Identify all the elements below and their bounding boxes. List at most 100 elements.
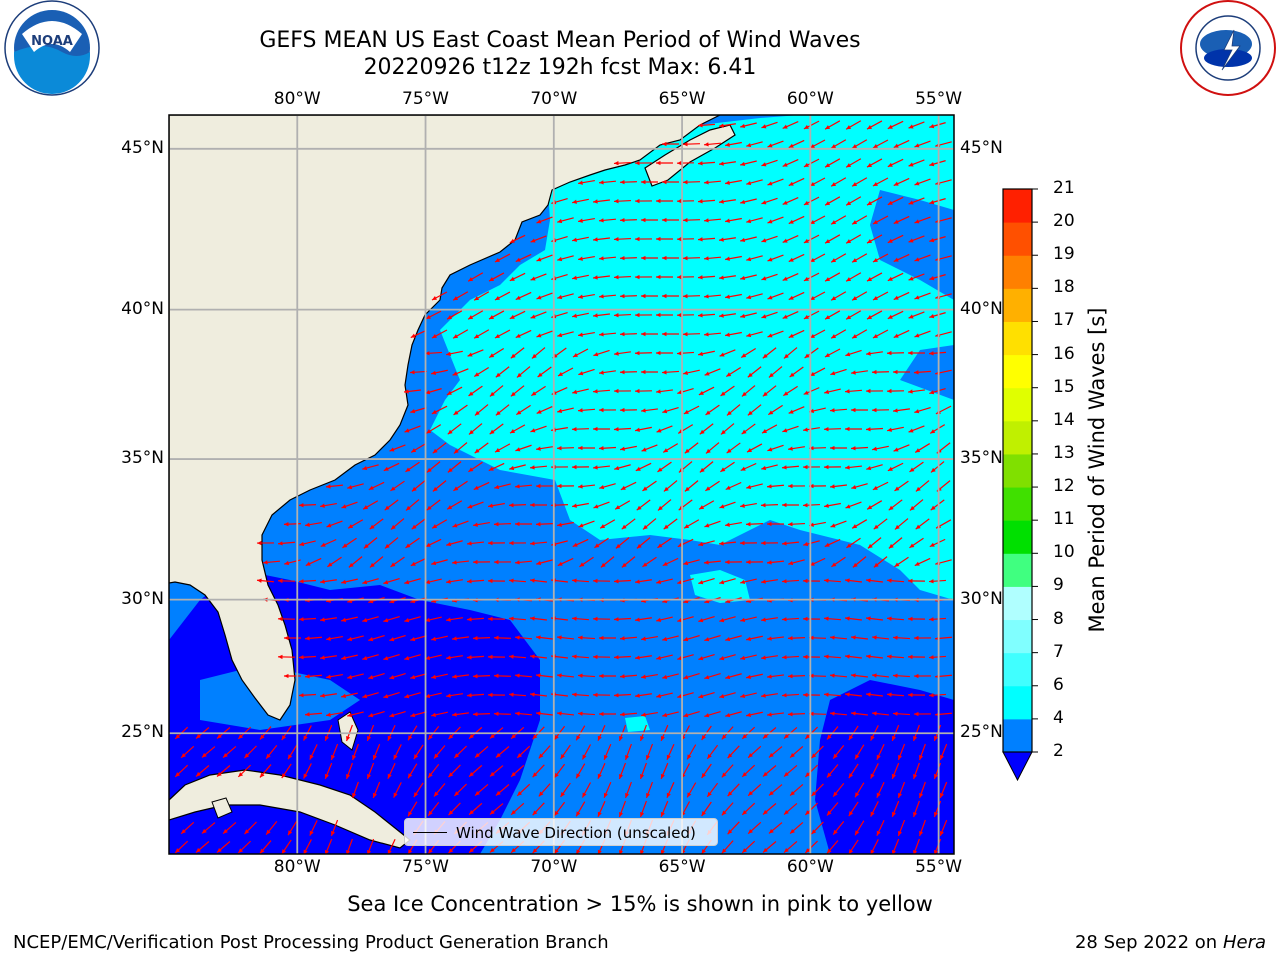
wave-direction-arrow (634, 693, 652, 698)
wave-direction-arrow (909, 461, 924, 473)
wave-direction-arrow (577, 217, 595, 223)
wave-direction-arrow (581, 744, 592, 760)
wave-direction-arrow (761, 159, 778, 167)
wave-direction-arrow (676, 274, 694, 280)
wave-direction-arrow (598, 673, 616, 679)
wave-direction-arrow (913, 635, 931, 641)
wave-direction-arrow (390, 480, 405, 492)
wave-direction-arrow (866, 500, 883, 510)
wave-direction-arrow (474, 784, 489, 796)
wave-direction-arrow (832, 820, 845, 836)
wave-direction-arrow (304, 636, 322, 641)
wave-direction-arrow (383, 577, 400, 585)
wave-direction-arrow (802, 616, 820, 622)
wave-direction-arrow (746, 293, 763, 300)
wave-direction-arrow (535, 483, 553, 489)
wave-direction-arrow (657, 499, 672, 511)
wave-direction-arrow (613, 655, 631, 660)
wave-direction-arrow (741, 840, 756, 854)
wave-direction-arrow (929, 274, 946, 281)
wave-direction-arrow (656, 425, 673, 433)
wave-direction-arrow (803, 272, 820, 282)
wave-direction-arrow (237, 840, 252, 854)
wave-direction-arrow (872, 215, 889, 225)
wave-direction-arrow (362, 692, 379, 699)
wave-direction-arrow (598, 256, 616, 261)
wave-direction-arrow (615, 537, 630, 549)
wave-direction-arrow (766, 521, 784, 527)
wave-direction-arrow (244, 745, 257, 759)
wave-direction-arrow (930, 499, 945, 511)
wave-direction-arrow (494, 443, 511, 453)
wave-direction-arrow (487, 502, 505, 508)
wave-direction-arrow (383, 462, 400, 472)
wave-direction-arrow (431, 559, 448, 566)
map-area (169, 115, 954, 854)
wave-direction-arrow (556, 635, 574, 640)
wave-direction-arrow (448, 802, 461, 816)
wave-direction-arrow (830, 215, 847, 225)
wave-direction-arrow (489, 765, 504, 777)
colorbar-tick-label: 18 (1053, 277, 1075, 298)
wave-direction-arrow (783, 841, 798, 853)
wave-direction-arrow (389, 710, 406, 718)
wave-direction-arrow (897, 819, 906, 837)
wave-direction-arrow (472, 636, 490, 641)
wave-direction-arrow (451, 560, 469, 565)
wave-direction-arrow (746, 141, 763, 148)
wave-direction-arrow (495, 366, 510, 378)
wave-direction-arrow (325, 484, 343, 489)
wave-direction-arrow (767, 404, 783, 416)
wave-direction-arrow (592, 389, 610, 394)
wave-direction-arrow (761, 235, 778, 243)
wave-direction-arrow (265, 744, 278, 760)
wave-direction-arrow (556, 711, 574, 716)
wave-direction-arrow (767, 178, 784, 186)
wave-direction-arrow (739, 502, 757, 508)
wave-direction-arrow (613, 427, 631, 432)
wave-direction-arrow (662, 635, 679, 642)
wave-direction-arrow (174, 840, 189, 854)
lat-label-left: 40°N (121, 298, 164, 319)
wave-direction-arrow (613, 237, 631, 242)
wave-direction-arrow (865, 388, 883, 394)
wave-direction-arrow (389, 444, 406, 452)
wave-direction-arrow (683, 711, 700, 718)
wave-direction-arrow (487, 692, 505, 698)
wave-direction-arrow (387, 763, 396, 779)
wave-direction-arrow (592, 578, 610, 584)
wave-direction-arrow (309, 820, 318, 836)
wave-direction-arrow (556, 445, 574, 451)
wave-direction-arrow (697, 161, 715, 166)
wave-direction-arrow (577, 635, 595, 640)
colorbar-segment (1003, 387, 1032, 422)
wave-direction-arrow (866, 272, 883, 282)
wave-direction-arrow (894, 480, 909, 492)
wave-direction-arrow (725, 481, 742, 491)
wave-direction-arrow (804, 347, 819, 359)
wave-direction-arrow (783, 803, 798, 815)
wave-direction-arrow (929, 236, 946, 243)
wave-direction-arrow (761, 424, 778, 434)
wave-direction-arrow (726, 442, 741, 454)
wave-direction-arrow (854, 782, 865, 798)
wave-direction-arrow (844, 616, 862, 621)
wave-direction-arrow (640, 179, 658, 185)
wave-direction-arrow (180, 821, 195, 835)
wave-direction-arrow (635, 426, 652, 432)
wave-direction-arrow (704, 710, 721, 718)
wave-direction-arrow (488, 272, 505, 282)
wave-direction-arrow (865, 616, 883, 621)
wave-direction-arrow (389, 672, 406, 680)
wave-direction-arrow (741, 764, 756, 778)
colorbar-segment (1003, 321, 1032, 356)
colorbar-segment (1003, 453, 1032, 488)
wave-direction-arrow (767, 292, 784, 300)
wave-direction-arrow (851, 253, 868, 263)
wave-direction-arrow (345, 762, 353, 780)
colorbar-tick-label: 17 (1053, 310, 1075, 331)
wave-direction-arrow (662, 711, 679, 718)
wave-direction-arrow (510, 802, 525, 816)
lat-label-right: 45°N (960, 137, 1003, 158)
wave-direction-arrow (256, 578, 274, 583)
